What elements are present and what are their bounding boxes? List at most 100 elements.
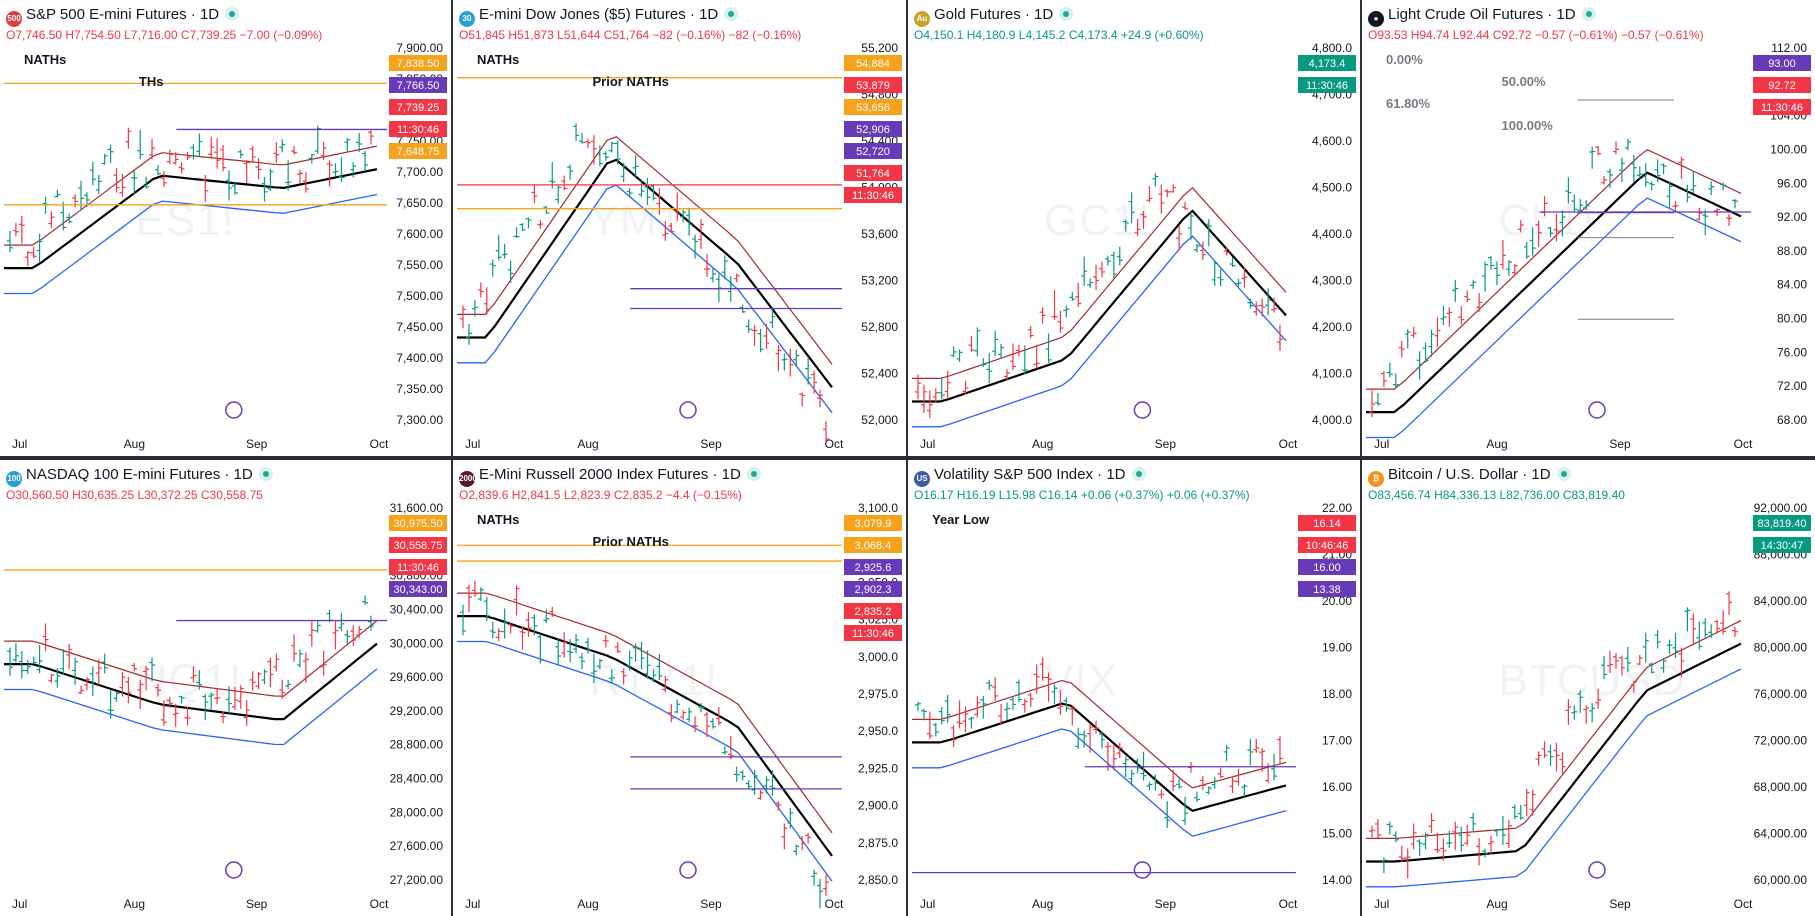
chart-title-header[interactable]: 100 NASDAQ 100 E-mini Futures · 1D (6, 466, 273, 487)
x-axis-tick-label: Oct (825, 897, 844, 911)
price-level-tag (389, 515, 447, 531)
chart-title-header[interactable]: 30 E-mini Dow Jones ($5) Futures · 1D (459, 6, 739, 27)
y-axis-tick-label: 96.00 (1777, 176, 1807, 190)
ohlc-h: H30,635.25 (72, 488, 138, 502)
y-axis-tick-label: 22.00 (1322, 501, 1352, 515)
annotation-label: NATHs (477, 52, 519, 67)
price-level-tag-text: 16.14 (1313, 518, 1341, 530)
price-chart-svg: 31,600.0031,200.0030,800.0030,400.0030,0… (4, 501, 447, 911)
y-axis-tick-label: 53,200 (861, 274, 898, 288)
price-level-tag-text: 11:30:46 (397, 562, 439, 574)
y-axis-tick-label: 7,900.00 (396, 41, 443, 55)
chart-title-header[interactable]: ₿ Bitcoin / U.S. Dollar · 1D (1368, 466, 1571, 487)
y-axis-tick-label: 60,000.00 (1754, 873, 1808, 887)
symbol-badge-icon: Au (914, 11, 930, 27)
y-axis-tick-label: 4,500.0 (1312, 181, 1352, 195)
ohlc-o: O83,456.74 (1368, 488, 1435, 502)
live-dot-icon (1581, 7, 1596, 21)
y-axis-tick-label: 7,400.00 (396, 351, 443, 365)
chart-panel-vix[interactable]: VIX 22.00 21.00 20.00 19.00 18.00 17.00 16.00 15… (908, 460, 1360, 916)
symbol-badge-icon: 2000 (459, 471, 477, 487)
chart-title: Gold Futures · 1D (934, 6, 1054, 23)
y-axis-tick-label: 19.00 (1322, 641, 1352, 655)
ohlc-readout: O2,839.6 H2,841.5 L2,823.9 C2,835.2 −4.4… (459, 488, 742, 502)
price-chart-svg: 55,20054,80054,40054,00053,60053,20052,8… (457, 41, 902, 451)
price-level-tag-text: 4,173.4 (1309, 58, 1346, 70)
y-axis-tick-label: 84,000.00 (1754, 594, 1808, 608)
price-level-tag (1298, 55, 1356, 71)
y-axis-tick-label: 76,000.00 (1754, 687, 1808, 701)
symbol-badge-icon: 500 (6, 11, 22, 27)
ma-50-line (912, 702, 1287, 812)
x-axis-tick-label: Sep (1609, 437, 1631, 451)
price-level-tag-text: 11:30:46 (397, 124, 439, 136)
chart-panel-rty[interactable]: RTY1!3,100.03,075.03,050.03,025.03,000.0… (453, 460, 906, 916)
chart-title-header[interactable]: 2000 E-Mini Russell 2000 Index Futures · … (459, 466, 761, 487)
y-axis-tick-label: 68,000.00 (1754, 780, 1808, 794)
price-level-tag-text: 7,838.50 (397, 58, 440, 70)
y-axis-tick-label: 30,000.00 (390, 636, 444, 650)
annotation-label: 100.00% (1502, 118, 1554, 133)
x-axis-tick-label: Aug (1032, 897, 1053, 911)
ohlc-readout: O4,150.1 H4,180.9 L4,145.2 C4,173.4 +24.… (914, 28, 1204, 42)
price-level-tag (389, 559, 447, 575)
ma-200-line (457, 640, 833, 882)
x-axis-tick-label: Sep (246, 437, 268, 451)
y-axis-tick-label: 4,300.0 (1312, 274, 1352, 288)
price-level-tag (844, 121, 902, 137)
annotation-label: Prior NATHs (593, 534, 669, 549)
price-level-tag-text: 3,079.9 (855, 518, 892, 530)
x-axis-tick-label: Jul (465, 897, 480, 911)
y-axis-tick-label: 4,000.0 (1312, 413, 1352, 427)
price-level-tag-text: 3,068.4 (855, 540, 892, 552)
price-level-tag (1753, 77, 1811, 93)
ohlc-o: O4,150.1 (914, 28, 967, 42)
y-axis-tick-label: 27,200.00 (390, 873, 444, 887)
price-level-tag-text: 11:30:46 (1761, 102, 1803, 114)
x-axis-tick-label: Oct (370, 437, 389, 451)
y-axis-tick-label: 18.00 (1322, 687, 1352, 701)
price-level-tag (844, 55, 902, 71)
ohlc-h: H16.19 (956, 488, 999, 502)
chart-title-header[interactable]: 500 S&P 500 E-mini Futures · 1D (6, 6, 240, 27)
ohlc-c: C16.14 (1038, 488, 1081, 502)
ma-20-line (912, 679, 1287, 789)
annotation-label: Prior NATHs (593, 74, 669, 89)
ohlc-c: C7,739.25 (180, 28, 240, 42)
price-level-tag (844, 515, 902, 531)
ohlc-l: L15.98 (998, 488, 1039, 502)
panel-separator[interactable] (0, 456, 1815, 460)
y-axis-tick-label: 80.00 (1777, 312, 1807, 326)
y-axis-tick-label: 7,450.00 (396, 320, 443, 334)
ma-50-line (457, 158, 833, 388)
price-level-tag (844, 77, 902, 93)
chart-title: E-mini Dow Jones ($5) Futures · 1D (479, 6, 719, 23)
price-chart-svg: 92,000.0088,000.0084,000.0080,000.0076,0… (1366, 501, 1811, 911)
annotation-label: NATHs (24, 52, 66, 67)
price-level-tag (844, 625, 902, 641)
ohlc-h: H51,873 (508, 28, 558, 42)
y-axis-tick-label: 7,650.00 (396, 196, 443, 210)
chart-panel-cl[interactable]: CL1!112.00108.00104.00100.0096.0092.0088… (1362, 0, 1815, 456)
y-axis-tick-label: 28,000.00 (390, 805, 444, 819)
y-axis-tick-label: 29,200.00 (390, 704, 444, 718)
chart-panel-gc[interactable]: GC1! 4,800.0 4,700.0 4,600.0 4,500.0 4,400.0 4… (908, 0, 1360, 456)
arrow-circle-icon (225, 401, 243, 419)
ohlc-chg: −7.00 (−0.09%) (239, 28, 323, 42)
price-level-tag-text: 30,343.00 (394, 584, 443, 596)
chart-title-header[interactable]: Au Gold Futures · 1D (914, 6, 1074, 27)
symbol-watermark: NQ1! (135, 656, 243, 705)
annotation-label: Year Low (932, 512, 990, 527)
y-axis-tick-label: 92,000.00 (1754, 501, 1808, 515)
chart-panel-ym[interactable]: YM1!55,20054,80054,40054,00053,60053,200… (453, 0, 906, 456)
x-axis-tick-label: Aug (1032, 437, 1053, 451)
chart-panel-nq[interactable]: NQ1!31,600.0031,200.0030,800.0030,400.00… (0, 460, 451, 916)
ohlc-readout: O93.53 H94.74 L92.44 C92.72 −0.57 (−0.61… (1368, 28, 1704, 42)
x-axis-tick-label: Sep (700, 437, 722, 451)
chart-panel-es[interactable]: ES1!7,900.007,850.007,800.007,750.007,70… (0, 0, 451, 456)
chart-title-header[interactable]: ● Light Crude Oil Futures · 1D (1368, 6, 1596, 27)
chart-panel-btc[interactable]: BTCUSD 92,000.00 88,000.00 84,000.00 80,000.… (1362, 460, 1815, 916)
ma-200-line (912, 235, 1287, 428)
chart-title-header[interactable]: US Volatility S&P 500 Index · 1D (914, 466, 1146, 487)
